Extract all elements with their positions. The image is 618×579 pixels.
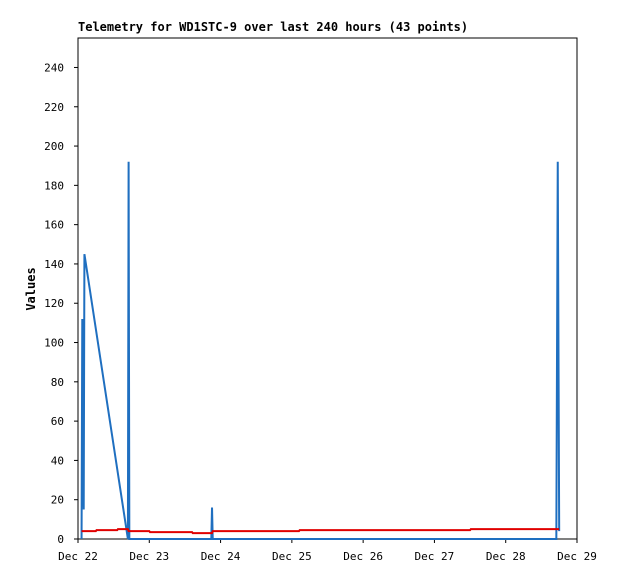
y-tick-label: 140 <box>44 258 64 271</box>
y-axis-label: Values <box>24 267 38 310</box>
chart-title: Telemetry for WD1STC-9 over last 240 hou… <box>78 20 468 34</box>
y-tick-label: 0 <box>57 533 64 546</box>
y-tick-label: 220 <box>44 101 64 114</box>
x-tick-label: Dec 28 <box>486 550 526 563</box>
series-line <box>80 161 561 540</box>
x-tick-label: Dec 25 <box>272 550 312 563</box>
y-tick-label: 120 <box>44 297 64 310</box>
x-tick-label: Dec 27 <box>415 550 455 563</box>
y-tick-label: 160 <box>44 219 64 232</box>
plot-frame <box>77 37 578 540</box>
y-tick-label: 20 <box>51 494 64 507</box>
x-tick-label: Dec 26 <box>343 550 383 563</box>
x-tick-label: Dec 22 <box>58 550 98 563</box>
y-tick-label: 100 <box>44 337 64 350</box>
x-tick-label: Dec 29 <box>557 550 597 563</box>
y-tick-label: 180 <box>44 179 64 192</box>
y-tick-label: 240 <box>44 61 64 74</box>
y-tick-label: 200 <box>44 140 64 153</box>
x-tick-label: Dec 23 <box>129 550 169 563</box>
x-tick-label: Dec 24 <box>201 550 241 563</box>
series-line <box>81 528 560 535</box>
y-tick-label: 40 <box>51 454 64 467</box>
y-tick-label: 60 <box>51 415 64 428</box>
y-tick-label: 80 <box>51 376 64 389</box>
